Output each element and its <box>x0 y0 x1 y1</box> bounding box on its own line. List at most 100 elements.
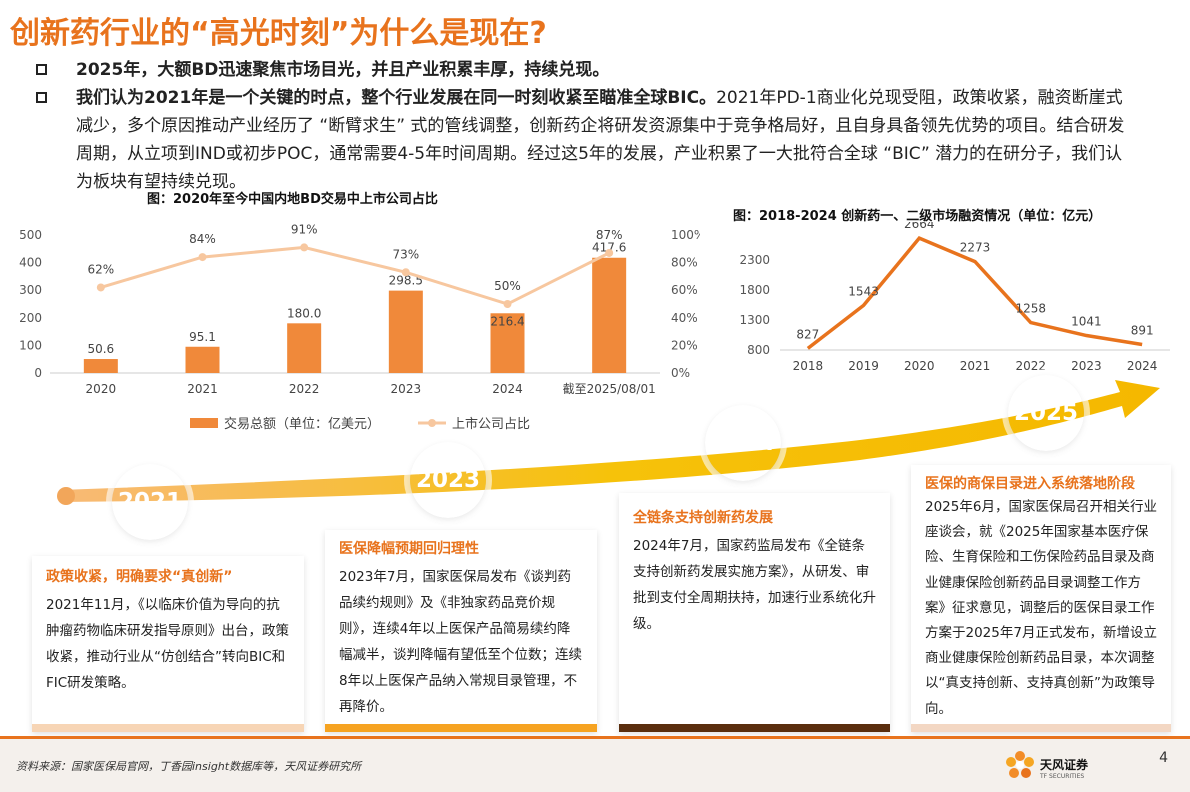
bar-value-label: 298.5 <box>389 274 423 288</box>
footer-accent-line <box>0 736 1190 739</box>
y-tick-label: 2300 <box>739 253 770 267</box>
card-2021-title: 政策收紧，明确要求“真创新” <box>46 569 233 585</box>
financing-line-chart: 800 1300 1800 2300 827 2018 1543 2019 2664 2020 22… <box>739 222 1170 373</box>
line-value-label: 891 <box>1131 324 1154 338</box>
tf-logo-flower-icon <box>1006 751 1034 778</box>
line-value-label: 1258 <box>1015 302 1046 316</box>
bar-value-label: 50.6 <box>87 342 114 356</box>
bullet-2-bold: 我们认为2021年是一个关键的时点，整个行业发展在同一时刻收紧至瞄准全球BIC。 <box>76 88 717 108</box>
line-value-label: 1543 <box>848 284 879 298</box>
card-2025-body: 2025年6月，国家医保局召开相关行业座谈会，就《2025年国家基本医疗保险、生… <box>925 499 1157 717</box>
line-value-label: 827 <box>796 327 819 341</box>
chart1-title: 图：2020年至今中国内地BD交易中上市公司占比 <box>147 192 438 207</box>
legend-bar-swatch <box>190 418 218 428</box>
card-2025-bar <box>911 724 1171 732</box>
checkbox-square-icon <box>36 92 47 103</box>
y-right-tick-label: 20% <box>671 338 698 352</box>
y-right-tick-label: 100% <box>671 228 700 242</box>
card-2023-title: 医保降幅预期回归理性 <box>339 541 479 557</box>
y-left-tick-label: 0 <box>34 366 42 380</box>
x-tick-label: 2024 <box>492 382 523 396</box>
line-value-label: 87% <box>596 228 623 242</box>
bar <box>83 359 118 373</box>
bar <box>185 346 220 373</box>
x-tick-label: 2021 <box>187 382 218 396</box>
line-point <box>96 283 105 292</box>
timeline-arrow <box>57 380 1160 505</box>
year-bubble-2024: 2024 <box>705 405 781 481</box>
legend-line-marker <box>428 419 436 427</box>
y-tick-label: 1800 <box>739 283 770 297</box>
x-tick-label: 2020 <box>86 382 117 396</box>
timeline-card-2024: 全链条支持创新药发展 2024年7月，国家药监局发布《全链条支持创新药发展实施方… <box>619 493 890 732</box>
x-tick-label: 2023 <box>1071 359 1102 373</box>
series-line-listed-share <box>100 245 610 306</box>
line-value-label: 1041 <box>1071 315 1102 329</box>
x-tick-label: 2019 <box>848 359 879 373</box>
bar-value-label: 417.6 <box>592 241 626 255</box>
bar <box>490 313 525 373</box>
line-value-label: 50% <box>494 279 521 293</box>
bar <box>592 257 627 373</box>
timeline-card-2023: 医保降幅预期回归理性 2023年7月，国家医保局发布《谈判药品续约规则》及《非独… <box>325 530 597 732</box>
bullet-2-text: 2021年PD-1商业化兑现受阻，政策收紧，融资断崖式减少，多个原因推动产业经历… <box>76 88 1125 192</box>
bar <box>287 323 322 373</box>
x-tick-label: 2024 <box>1127 359 1158 373</box>
y-left-tick-label: 100 <box>19 338 42 352</box>
bar <box>388 290 423 373</box>
x-tick-label: 2022 <box>289 382 320 396</box>
y-right-tick-label: 80% <box>671 256 698 270</box>
y-right-tick-label: 40% <box>671 311 698 325</box>
line-value-label: 84% <box>189 232 216 246</box>
legend-bar-label: 交易总额（单位：亿美元） <box>224 416 380 432</box>
y-left-tick-label: 500 <box>19 228 42 242</box>
x-tick-label: 2023 <box>391 382 422 396</box>
x-tick-label: 2018 <box>793 359 824 373</box>
x-tick-label: 2021 <box>960 359 991 373</box>
bullet-1-bold: 2025年，大额BD迅速聚焦市场目光，并且产业积累丰厚，持续兑现。 <box>76 60 610 80</box>
line-point <box>198 253 207 262</box>
bar-value-label: 216.4 <box>490 314 524 328</box>
card-2024-bar <box>619 724 890 732</box>
x-tick-label: 2022 <box>1015 359 1046 373</box>
x-tick-label: 2020 <box>904 359 935 373</box>
x-tick-label: 截至2025/08/01 <box>563 382 656 396</box>
logo-subtext: TF SECURITIES <box>1040 773 1085 780</box>
year-bubble-2021: 2021 <box>112 464 188 540</box>
y-right-tick-label: 60% <box>671 283 698 297</box>
y-tick-label: 800 <box>747 343 770 357</box>
line-value-label: 73% <box>392 247 419 261</box>
line-value-label: 62% <box>87 262 114 276</box>
card-2021-bar <box>32 724 304 732</box>
line-value-label: 91% <box>291 222 318 236</box>
line-point <box>401 268 410 277</box>
page-title: 创新药行业的“高光时刻”为什么是现在? <box>10 16 547 51</box>
chart2-title: 图：2018-2024 创新药一、二级市场融资情况（单位：亿元） <box>733 209 1102 224</box>
year-bubble-2023: 2023 <box>410 442 486 518</box>
year-bubble-2025: 2025 <box>1008 375 1084 451</box>
logo-text: 天风证券 <box>1040 758 1089 772</box>
timeline-card-2021: 政策收紧，明确要求“真创新” 2021年11月，《以临床价值为导向的抗肿瘤药物临… <box>32 556 304 732</box>
bullet-1: 2025年，大额BD迅速聚焦市场目光，并且产业积累丰厚，持续兑现。 <box>36 56 1126 84</box>
bar-value-label: 180.0 <box>287 306 321 320</box>
y-left-tick-label: 300 <box>19 283 42 297</box>
line-point <box>300 243 309 252</box>
card-2023-bar <box>325 724 597 732</box>
timeline-card-2025: 医保的商保目录进入系统落地阶段 2025年6月，国家医保局召开相关行业座谈会，就… <box>911 465 1171 732</box>
line-value-label: 2273 <box>960 241 991 255</box>
timeline-arrow-body <box>60 380 1160 502</box>
bd-deal-combo-chart: 0 100 200 300 400 500 0% 20% 40% 60% 80% 100% 50.6 20… <box>19 222 700 432</box>
line-point <box>503 300 512 308</box>
bar-value-label: 95.1 <box>189 330 216 344</box>
source-note: 资料来源：国家医保局官网，丁香园insight数据库等，天风证券研究所 <box>16 760 362 773</box>
card-2023-body: 2023年7月，国家医保局发布《谈判药品续约规则》及《非独家药品竞价规则》，连续… <box>339 569 582 715</box>
timeline-start-dot <box>57 487 75 505</box>
legend-line-label: 上市公司占比 <box>452 416 530 432</box>
card-2021-body: 2021年11月，《以临床价值为导向的抗肿瘤药物临床研发指导原则》出台，政策收紧… <box>46 597 289 691</box>
bullet-2: 我们认为2021年是一个关键的时点，整个行业发展在同一时刻收紧至瞄准全球BIC。… <box>36 84 1126 196</box>
card-2024-body: 2024年7月，国家药监局发布《全链条支持创新药发展实施方案》，从研发、审批到支… <box>633 538 876 632</box>
y-tick-label: 1300 <box>739 313 770 327</box>
checkbox-square-icon <box>36 64 47 75</box>
line-point <box>605 248 614 257</box>
card-2024-title: 全链条支持创新药发展 <box>633 510 773 526</box>
